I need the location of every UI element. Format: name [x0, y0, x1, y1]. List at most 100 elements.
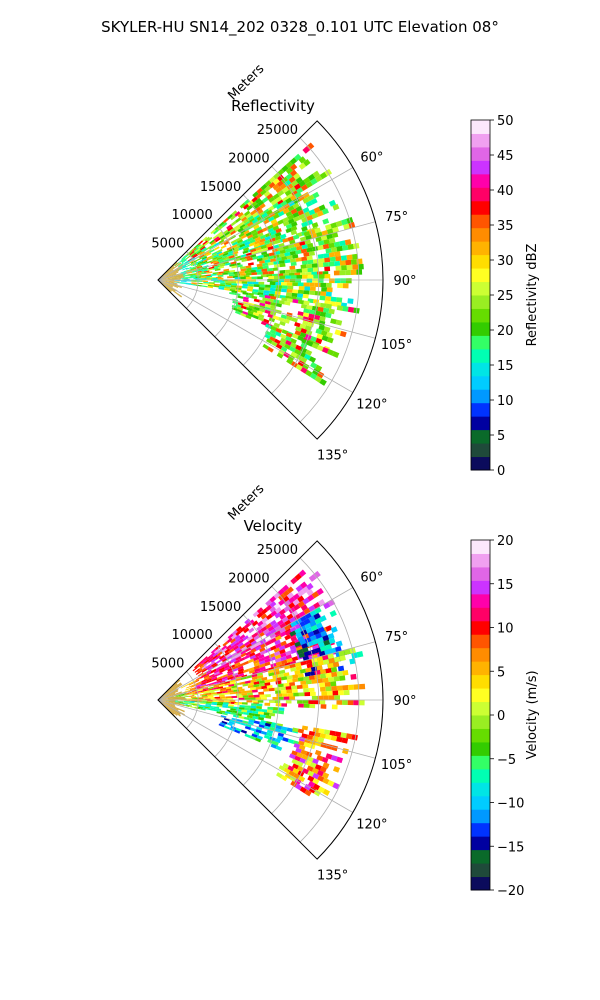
echo-cell	[309, 372, 318, 380]
echo-cell	[269, 595, 277, 603]
echo-cell	[211, 253, 218, 258]
near-field-echo	[158, 280, 179, 288]
echo-cell	[284, 278, 290, 283]
echo-cell	[223, 702, 229, 705]
echo-cell	[200, 689, 207, 693]
echo-cell	[205, 252, 212, 257]
echo-cell	[258, 657, 265, 663]
echo-cell	[242, 310, 249, 316]
echo-cell	[325, 296, 332, 302]
echo-cell	[210, 240, 217, 246]
echo-cell	[178, 263, 184, 267]
echo-cell	[308, 309, 316, 315]
echo-cell	[323, 639, 331, 646]
echo-cell	[225, 688, 232, 692]
echo-cell	[219, 710, 226, 714]
echo-cell	[270, 218, 278, 225]
echo-cell	[201, 681, 207, 686]
echo-cell	[232, 672, 239, 677]
echo-cell	[213, 280, 220, 283]
echo-cell	[293, 692, 299, 697]
colorbar-swatch	[471, 375, 490, 390]
echo-cell	[265, 631, 272, 638]
echo-cell	[181, 258, 187, 263]
echo-cell	[200, 255, 207, 259]
echo-cell	[298, 156, 307, 164]
echo-cell	[248, 627, 255, 634]
echo-cell	[304, 692, 311, 697]
echo-cell	[264, 295, 271, 299]
echo-cell	[208, 691, 215, 694]
echo-cell	[281, 297, 288, 302]
echo-cell	[336, 305, 344, 311]
echo-cell	[309, 761, 317, 769]
echo-cell	[264, 303, 271, 308]
echo-cell	[218, 287, 225, 290]
echo-cell	[315, 174, 323, 183]
colorbar-swatch	[471, 876, 490, 891]
echo-cell	[313, 274, 320, 279]
echo-cell	[224, 258, 231, 263]
echo-cell	[332, 690, 339, 696]
echo-cell	[294, 755, 301, 762]
echo-cell	[244, 270, 251, 274]
echo-cell	[314, 674, 321, 680]
colorbar-swatch	[471, 836, 490, 851]
echo-cell	[202, 258, 209, 263]
echo-cell	[342, 283, 349, 289]
echo-cell	[267, 227, 274, 233]
colorbar-label: Velocity (m/s)	[525, 670, 540, 759]
echo-cell	[330, 246, 338, 253]
echo-cell	[224, 682, 231, 686]
echo-cell	[216, 256, 223, 261]
echo-cell	[234, 262, 241, 266]
echo-cell	[293, 603, 301, 611]
colorbar-swatch	[471, 416, 490, 431]
echo-cell	[327, 349, 335, 356]
echo-cell	[284, 343, 291, 350]
echo-cell	[272, 740, 279, 746]
echo-cell	[267, 625, 275, 632]
echo-cell	[329, 647, 337, 654]
echo-cell	[195, 670, 202, 676]
echo-cell	[239, 270, 245, 274]
echo-cell	[303, 300, 310, 306]
echo-cell	[200, 258, 207, 262]
echo-cell	[242, 249, 249, 254]
echo-cell	[314, 617, 322, 625]
echo-cell	[249, 735, 256, 741]
echo-cell	[270, 258, 277, 263]
echo-cell	[212, 272, 219, 275]
echo-cell	[247, 221, 254, 227]
echo-cell	[333, 656, 341, 663]
echo-cell	[258, 313, 265, 319]
echo-cell	[253, 665, 260, 670]
echo-cell	[269, 628, 277, 635]
echo-cell	[282, 196, 289, 203]
echo-cell	[281, 288, 287, 293]
echo-cell	[256, 263, 263, 267]
echo-cell	[267, 261, 274, 266]
echo-cell	[341, 265, 347, 271]
echo-cell	[247, 286, 254, 290]
echo-cell	[202, 280, 208, 283]
echo-cell	[284, 634, 292, 641]
echo-cell	[323, 326, 331, 333]
colorbar-swatch	[471, 863, 490, 878]
echo-cell	[196, 663, 203, 668]
echo-cell	[231, 651, 238, 657]
echo-cell	[351, 734, 358, 741]
echo-cell	[300, 604, 308, 612]
echo-cell	[232, 667, 239, 672]
echo-cell	[322, 788, 331, 796]
echo-cell	[252, 710, 259, 715]
echo-cell	[285, 292, 292, 297]
echo-cell	[252, 289, 259, 293]
echo-cell	[192, 697, 198, 700]
echo-cell	[221, 698, 228, 700]
echo-cell	[279, 320, 286, 327]
echo-cell	[312, 783, 321, 791]
echo-cell	[247, 237, 254, 242]
echo-cell	[190, 684, 197, 688]
colorbar-tick-label: 10	[497, 394, 514, 409]
